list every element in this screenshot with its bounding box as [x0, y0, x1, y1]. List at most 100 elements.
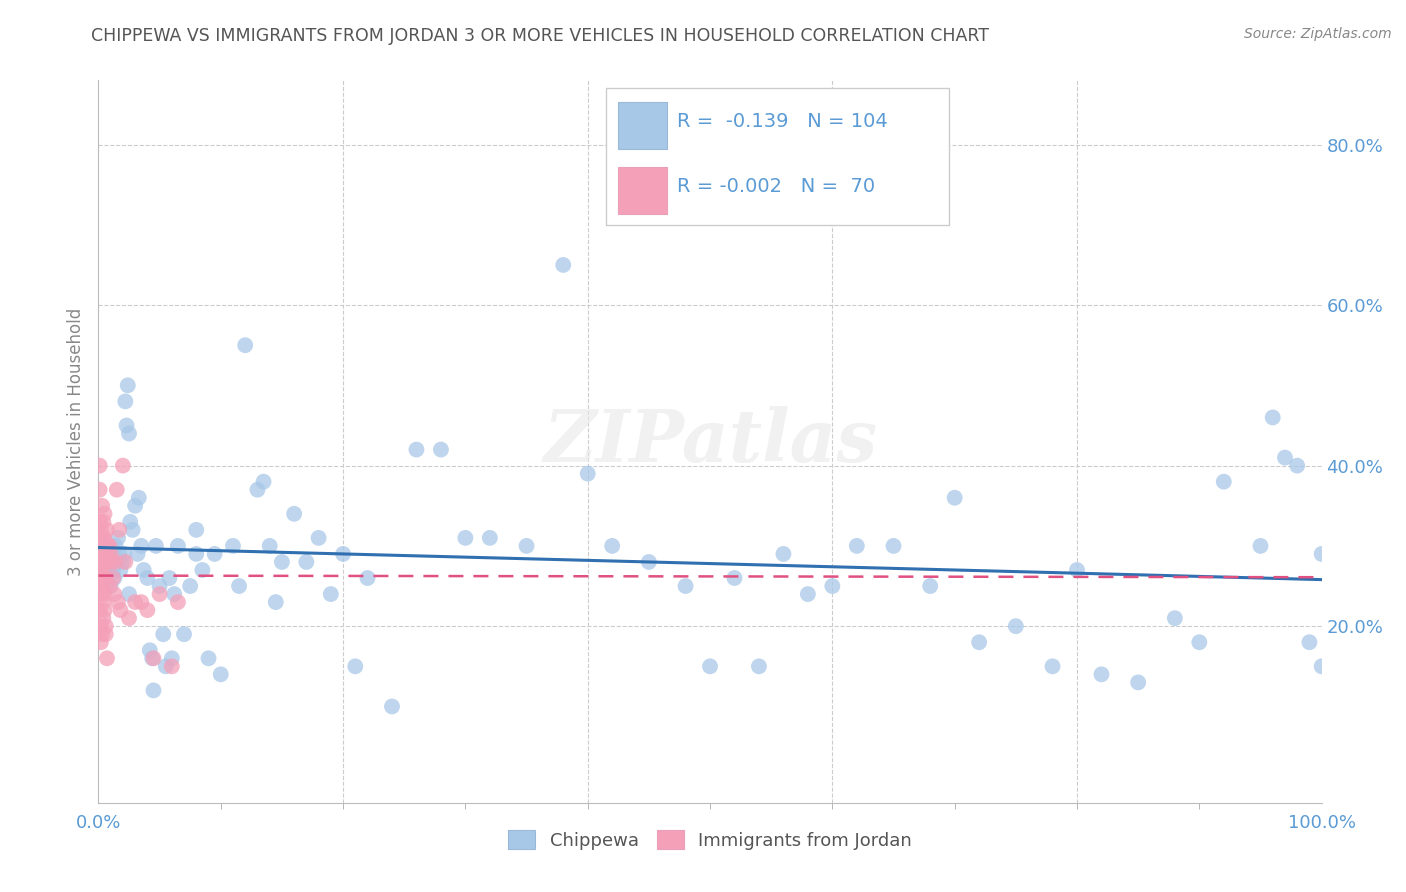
Point: [600, 539, 623, 553]
Point: [100, 547, 122, 561]
Point: [1004, 619, 1026, 633]
Point: [186, 547, 208, 561]
Point: [160, 659, 183, 673]
Point: [96, 547, 118, 561]
Point: [252, 475, 274, 489]
Point: [110, 603, 132, 617]
Point: [1249, 539, 1271, 553]
Point: [149, 579, 172, 593]
Point: [124, 499, 146, 513]
Point: [160, 651, 183, 665]
Point: [246, 483, 269, 497]
Point: [381, 699, 404, 714]
Point: [179, 579, 201, 593]
Point: [1090, 667, 1112, 681]
Point: [222, 539, 245, 553]
Point: [104, 555, 127, 569]
FancyBboxPatch shape: [606, 87, 949, 225]
Point: [152, 627, 174, 641]
Point: [186, 523, 208, 537]
Point: [89, 483, 111, 497]
Point: [145, 539, 167, 553]
Point: [637, 555, 661, 569]
Point: [89, 547, 111, 561]
Point: [93, 531, 115, 545]
Point: [772, 547, 794, 561]
Point: [111, 458, 134, 473]
Point: [90, 531, 112, 545]
Point: [117, 378, 139, 392]
Point: [943, 491, 966, 505]
Text: CHIPPEWA VS IMMIGRANTS FROM JORDAN 3 OR MORE VEHICLES IN HOUSEHOLD CORRELATION C: CHIPPEWA VS IMMIGRANTS FROM JORDAN 3 OR …: [91, 27, 990, 45]
Point: [89, 458, 111, 473]
Point: [430, 442, 453, 457]
Point: [91, 531, 114, 545]
FancyBboxPatch shape: [619, 167, 668, 214]
Point: [91, 563, 114, 577]
Point: [90, 635, 112, 649]
Point: [111, 555, 134, 569]
Point: [90, 523, 112, 537]
Point: [1261, 410, 1284, 425]
Point: [93, 587, 115, 601]
Point: [197, 651, 219, 665]
Point: [1212, 475, 1234, 489]
Point: [91, 555, 114, 569]
Point: [118, 426, 141, 441]
Point: [96, 539, 118, 553]
Point: [105, 483, 128, 497]
Point: [228, 579, 250, 593]
Text: R =  -0.139   N = 104: R = -0.139 N = 104: [678, 112, 887, 131]
Point: [149, 587, 172, 601]
Point: [97, 539, 120, 553]
Point: [173, 627, 195, 641]
Point: [295, 555, 318, 569]
Point: [845, 539, 868, 553]
Point: [94, 547, 117, 561]
Point: [142, 651, 165, 665]
Point: [91, 571, 114, 585]
Point: [91, 547, 114, 561]
Point: [1310, 659, 1333, 673]
Point: [1274, 450, 1296, 465]
Point: [209, 667, 232, 681]
Point: [204, 547, 226, 561]
Point: [110, 563, 132, 577]
Point: [283, 507, 305, 521]
Point: [270, 555, 294, 569]
Point: [167, 595, 190, 609]
Point: [515, 539, 537, 553]
Point: [114, 555, 136, 569]
Point: [108, 523, 131, 537]
Point: [319, 587, 342, 601]
Y-axis label: 3 or more Vehicles in Household: 3 or more Vehicles in Household: [66, 308, 84, 575]
Point: [1298, 635, 1320, 649]
Point: [93, 555, 115, 569]
Point: [91, 499, 114, 513]
Point: [129, 595, 152, 609]
Point: [1042, 659, 1064, 673]
Point: [308, 531, 330, 545]
Point: [98, 579, 121, 593]
Point: [259, 539, 281, 553]
Point: [129, 539, 152, 553]
Point: [91, 547, 114, 561]
Point: [98, 555, 121, 569]
Point: [93, 603, 115, 617]
Point: [115, 418, 138, 433]
Point: [136, 603, 159, 617]
Point: [91, 563, 114, 577]
Point: [91, 579, 114, 593]
Point: [124, 595, 146, 609]
Point: [91, 627, 114, 641]
Point: [723, 571, 745, 585]
Point: [821, 579, 844, 593]
Point: [883, 539, 905, 553]
Point: [94, 547, 117, 561]
Point: [136, 571, 159, 585]
Point: [101, 555, 124, 569]
Point: [90, 539, 112, 553]
Point: [139, 643, 162, 657]
Point: [553, 258, 575, 272]
Point: [91, 579, 114, 593]
